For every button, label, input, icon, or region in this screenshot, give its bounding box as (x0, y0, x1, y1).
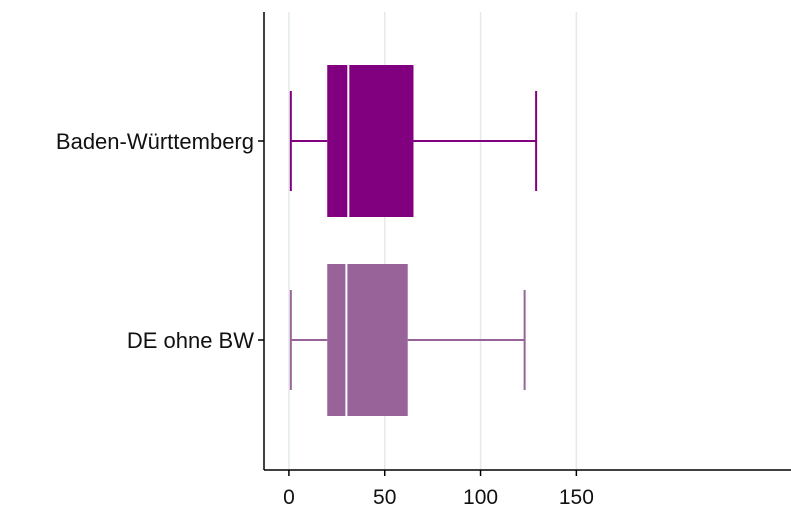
box-group-0 (289, 65, 538, 217)
category-label-0: Baden-Württemberg (56, 129, 254, 154)
box-iqr-1 (327, 264, 408, 416)
box-iqr-0 (327, 65, 414, 217)
x-tick-label-150: 150 (559, 486, 594, 509)
x-ticks: 0 50 100 150 (283, 470, 594, 509)
axes (263, 12, 791, 471)
category-labels: Baden-Württemberg DE ohne BW (56, 129, 264, 353)
x-tick-label-50: 50 (373, 486, 396, 509)
boxes (289, 65, 538, 416)
x-tick-label-0: 0 (283, 486, 295, 509)
box-group-1 (289, 264, 526, 416)
x-tick-label-100: 100 (463, 486, 498, 509)
category-label-1: DE ohne BW (127, 328, 254, 353)
